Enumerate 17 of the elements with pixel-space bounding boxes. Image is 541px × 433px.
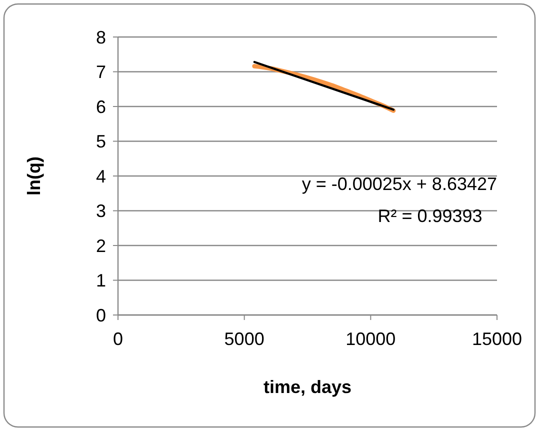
y-axis-title: ln(q) bbox=[24, 156, 44, 196]
x-tick-label: 15000 bbox=[472, 329, 522, 349]
y-tick-label: 2 bbox=[96, 236, 106, 256]
y-tick-label: 4 bbox=[96, 166, 106, 186]
x-tick-label: 10000 bbox=[346, 329, 396, 349]
y-tick-label: 3 bbox=[96, 201, 106, 222]
x-axis-title: time, days bbox=[263, 377, 352, 397]
y-tick-label: 8 bbox=[96, 27, 106, 48]
annotation: R² = 0.99393 bbox=[378, 206, 482, 226]
y-tick-label: 6 bbox=[96, 96, 106, 117]
y-tick-label: 5 bbox=[96, 132, 106, 152]
y-tick-label: 7 bbox=[96, 62, 106, 82]
y-tick-label: 1 bbox=[96, 270, 106, 291]
x-tick-label: 5000 bbox=[224, 329, 264, 349]
x-tick-label: 0 bbox=[112, 329, 124, 349]
annotation: y = -0.00025x + 8.63427 bbox=[302, 174, 497, 194]
y-tick-label: 0 bbox=[96, 305, 106, 326]
